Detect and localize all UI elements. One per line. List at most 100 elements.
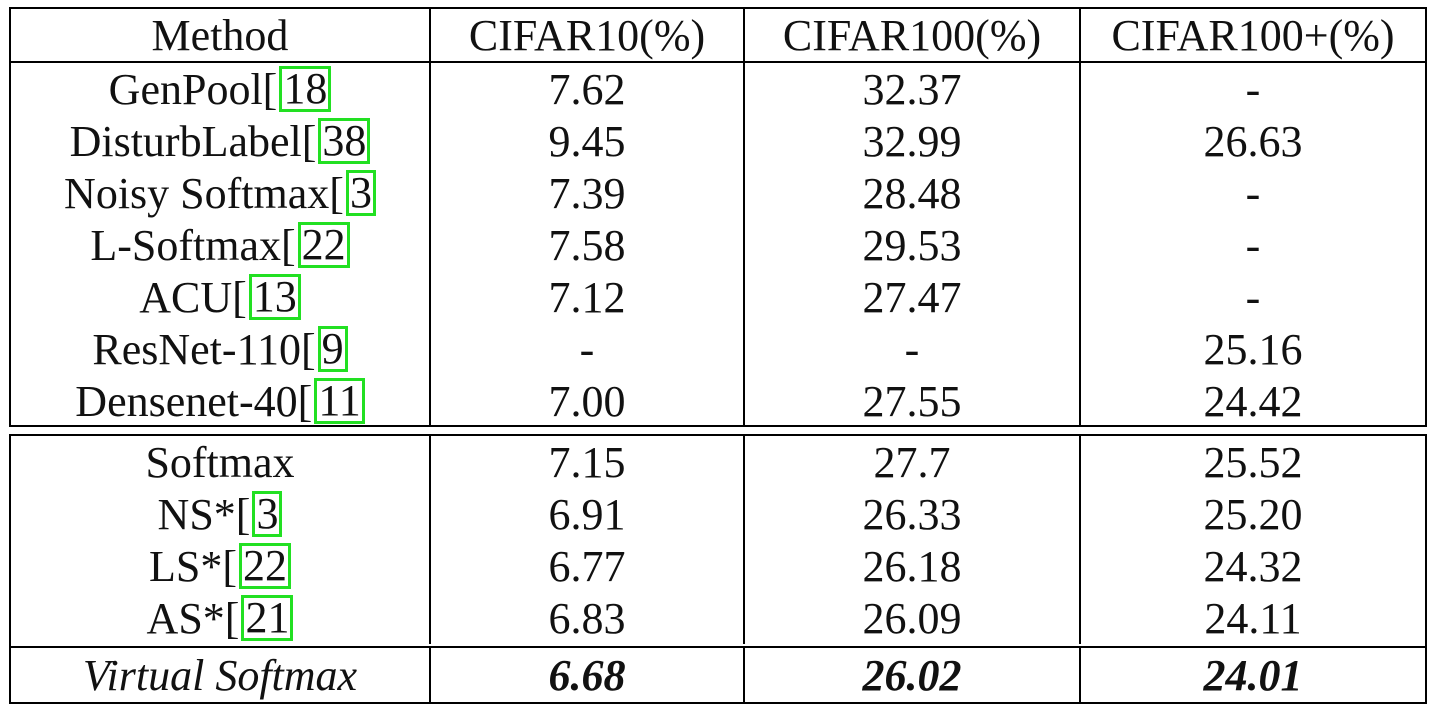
citation-link[interactable]: 11 <box>314 378 365 424</box>
cifar100-value: 27.55 <box>743 375 1079 427</box>
method-cell: Densenet-40 [11 <box>11 375 429 427</box>
method-cell: NS*[3 <box>11 488 429 540</box>
cifar100plus-value: 25.52 <box>1079 436 1425 488</box>
cifar100plus-value: 24.42 <box>1079 375 1425 427</box>
table-row: Noisy Softmax [3 7.39 28.48- <box>11 167 1425 219</box>
cifar100plus-value: - <box>1079 271 1425 323</box>
header-rule <box>11 61 1425 63</box>
table-row: DisturbLabel [38 9.45 32.99 26.63 <box>11 115 1425 167</box>
cifar100plus-value: - <box>1079 167 1425 219</box>
cifar100-value: 27.47 <box>743 271 1079 323</box>
cifar10-value: 9.45 <box>429 115 743 167</box>
cifar100-value: 26.18 <box>743 540 1079 592</box>
cifar100-value: 29.53 <box>743 219 1079 271</box>
citation-link[interactable]: 3 <box>345 170 376 216</box>
cifar100plus-value: 25.16 <box>1079 323 1425 375</box>
cifar10-value: 7.12 <box>429 271 743 323</box>
table-top-section: Method CIFAR10(%) CIFAR100(%) CIFAR100+(… <box>9 7 1427 427</box>
header-row: Method CIFAR10(%) CIFAR100(%) CIFAR100+(… <box>11 9 1425 61</box>
method-name: ACU <box>139 272 233 322</box>
header-cifar10: CIFAR10(%) <box>429 9 743 61</box>
cifar100-value: 26.09 <box>743 592 1079 644</box>
final-cifar10: 6.68 <box>429 648 743 702</box>
cifar100-value: 32.37 <box>743 63 1079 115</box>
cifar100-value: - <box>743 323 1079 375</box>
method-cell: Softmax <box>11 436 429 488</box>
table-row: ACU [13 7.12 27.47- <box>11 271 1425 323</box>
table-row: Softmax 7.15 27.7 25.52 <box>11 436 1425 488</box>
method-cell: Noisy Softmax [3 <box>11 167 429 219</box>
final-method: Virtual Softmax <box>82 650 358 700</box>
ref-bracket: [ <box>329 168 344 218</box>
citation-link[interactable]: 9 <box>317 326 348 372</box>
ref-bracket: [ <box>301 116 317 166</box>
citation-link[interactable]: 13 <box>248 274 301 320</box>
cifar100-value: 27.7 <box>743 436 1079 488</box>
method-cell: DisturbLabel [38 <box>11 115 429 167</box>
cifar10-value: 6.83 <box>429 592 743 644</box>
cifar10-value: 6.91 <box>429 488 743 540</box>
citation-link[interactable]: 18 <box>279 66 332 112</box>
method-name: Noisy Softmax <box>64 168 330 218</box>
method-name: AS* <box>146 593 225 643</box>
method-cell: GenPool [18 <box>11 63 429 115</box>
cifar10-value: 6.77 <box>429 540 743 592</box>
table-row: NS*[3 6.91 26.33 25.20 <box>11 488 1425 540</box>
cifar10-value: 7.39 <box>429 167 743 219</box>
table-row: L-Softmax [22 7.58 29.53- <box>11 219 1425 271</box>
method-cell: ResNet-110 [9 <box>11 323 429 375</box>
final-cifar100plus: 24.01 <box>1079 648 1425 702</box>
table-row: ResNet-110 [9- -25.16 <box>11 323 1425 375</box>
method-name: DisturbLabel <box>69 116 302 166</box>
method-name: Densenet-40 <box>75 376 298 426</box>
ref-bracket: [ <box>222 541 237 591</box>
method-name: GenPool <box>108 64 263 114</box>
citation-link[interactable]: 38 <box>318 118 371 164</box>
cifar100plus-value: 24.32 <box>1079 540 1425 592</box>
cifar100plus-value: 26.63 <box>1079 115 1425 167</box>
citation-link[interactable]: 21 <box>241 595 294 641</box>
final-cifar100: 26.02 <box>743 648 1079 702</box>
cifar10-value: 7.62 <box>429 63 743 115</box>
method-name: NS* <box>157 489 236 539</box>
cifar100-value: 26.33 <box>743 488 1079 540</box>
method-name: L-Softmax <box>90 220 281 270</box>
table-row: AS*[21 6.83 26.09 24.11 <box>11 592 1425 644</box>
citation-link[interactable]: 22 <box>297 222 350 268</box>
cifar10-value: 7.00 <box>429 375 743 427</box>
table-row: GenPool [18 7.62 32.37- <box>11 63 1425 115</box>
citation-link[interactable]: 22 <box>239 543 291 589</box>
cifar100-value: 28.48 <box>743 167 1079 219</box>
ref-bracket: [ <box>224 593 240 643</box>
ref-bracket: [ <box>300 324 316 374</box>
cifar100-value: 32.99 <box>743 115 1079 167</box>
ref-bracket: [ <box>280 220 296 270</box>
final-row: Virtual Softmax 6.68 26.02 24.01 <box>11 648 1425 702</box>
method-name: ResNet-110 <box>92 324 301 374</box>
cifar100plus-value: 24.11 <box>1079 592 1425 644</box>
method-name: LS* <box>148 541 223 591</box>
method-cell: LS*[22 <box>11 540 429 592</box>
citation-link[interactable]: 3 <box>252 491 283 537</box>
method-cell: AS*[21 <box>11 592 429 644</box>
cifar10-value: 7.15 <box>429 436 743 488</box>
ref-bracket: [ <box>232 272 247 322</box>
method-name: Softmax <box>145 437 295 487</box>
method-cell: ACU [13 <box>11 271 429 323</box>
header-method: Method <box>151 10 289 60</box>
cifar100plus-value: 25.20 <box>1079 488 1425 540</box>
cifar100plus-value: - <box>1079 63 1425 115</box>
cifar10-value: - <box>429 323 743 375</box>
ref-bracket: [ <box>262 64 278 114</box>
final-rule <box>11 646 1425 648</box>
cifar100plus-value: - <box>1079 219 1425 271</box>
header-cifar100: CIFAR100(%) <box>743 9 1079 61</box>
ref-bracket: [ <box>297 376 313 426</box>
table-bottom-section: Softmax 7.15 27.7 25.52 NS*[3 6.91 26.33 25.20 L… <box>9 434 1427 704</box>
header-cifar100plus: CIFAR100+(%) <box>1079 9 1425 61</box>
method-cell: L-Softmax [22 <box>11 219 429 271</box>
table-row: Densenet-40 [11 7.00 27.55 24.42 <box>11 375 1425 427</box>
ref-bracket: [ <box>235 489 251 539</box>
table-row: LS*[22 6.77 26.18 24.32 <box>11 540 1425 592</box>
